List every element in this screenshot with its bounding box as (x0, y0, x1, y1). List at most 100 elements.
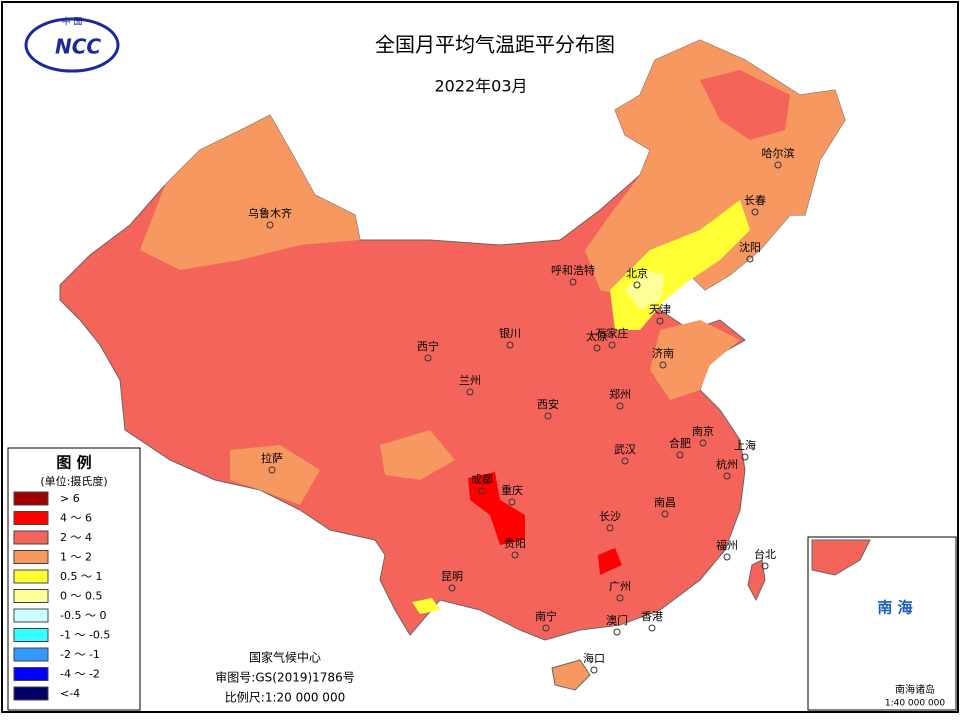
legend: 图 例 (单位:摄氏度) > 6 4 ～ 6 2 ～ 4 1 ～ 2 0.5 ～ 1 0 … (7, 447, 141, 711)
city-marker (508, 498, 516, 506)
legend-swatch (13, 628, 49, 642)
city-label: 长春 (744, 194, 766, 207)
city-marker (608, 341, 616, 349)
legend-label: 4 ～ 6 (60, 512, 92, 525)
city-label: 石家庄 (596, 326, 629, 340)
city-label: 合肥 (669, 436, 691, 450)
city-label: 澳门 (606, 613, 628, 627)
city-label: 沈阳 (739, 240, 761, 254)
city-label: 海口 (583, 651, 605, 665)
city-marker (616, 594, 624, 602)
city-marker (606, 524, 614, 532)
city-label: 杭州 (716, 457, 738, 471)
legend-swatch (13, 667, 49, 681)
yellow-yunnan (412, 598, 440, 614)
city-marker (746, 255, 754, 263)
city-marker (723, 472, 731, 480)
legend-label: 0.5 ～ 1 (60, 570, 103, 583)
legend-unit: (单位:摄氏度) (40, 474, 107, 488)
city-label: 银川 (499, 326, 521, 340)
orange-xinjiang (140, 115, 360, 270)
city-marker (774, 161, 782, 169)
inset-land (811, 539, 871, 576)
legend-label: -4 ～ -2 (60, 668, 100, 681)
inset-title: 南 海 (877, 599, 912, 617)
city-marker (659, 361, 667, 369)
city-label: 拉萨 (261, 451, 283, 465)
city-marker (699, 439, 707, 447)
logo-country: 中 国 (62, 16, 83, 28)
city-label: 济南 (652, 346, 674, 360)
city-marker (511, 551, 519, 559)
city-label: 昆明 (441, 570, 463, 583)
city-label: 郑州 (609, 387, 631, 401)
city-marker (424, 354, 432, 362)
taiwan (747, 559, 766, 602)
logo-ring (24, 17, 120, 73)
logo-text: NCC (55, 35, 101, 59)
city-marker (656, 317, 664, 325)
city-label: 兰州 (459, 374, 481, 387)
logo: 中 国 NCC (24, 16, 120, 73)
city-marker (506, 341, 514, 349)
city-label: 南宁 (535, 609, 557, 623)
legend-label: 0 ～ 0.5 (60, 590, 103, 603)
city-marker (593, 344, 601, 352)
orange-tibet (230, 445, 320, 505)
city-marker (266, 221, 274, 229)
red-northeast (700, 70, 790, 140)
city-marker (661, 510, 669, 518)
city-label: 南京 (692, 424, 714, 438)
inset-scale: 1:40 000 000 (885, 699, 946, 709)
legend-swatch (13, 686, 49, 701)
city-marker (466, 388, 474, 396)
city-marker (569, 278, 577, 286)
legend-swatch (13, 569, 49, 584)
city-label: 武汉 (614, 443, 636, 456)
red-guangdong (598, 548, 622, 575)
city-label: 哈尔滨 (762, 146, 795, 160)
city-marker (761, 562, 769, 570)
legend-label: -1 ～ -0.5 (60, 629, 110, 642)
city-label: 成都 (471, 473, 493, 486)
pale-yellow (625, 270, 665, 310)
city-marker (478, 487, 486, 495)
city-marker (542, 624, 550, 632)
city-label: 西安 (537, 397, 559, 411)
legend-label: <-4 (60, 687, 80, 700)
city-marker (648, 624, 656, 632)
footer-org: 国家气候中心 (249, 650, 321, 665)
legend-label: -2 ～ -1 (60, 648, 100, 661)
legend-swatch (13, 647, 49, 662)
orange-east (650, 320, 740, 400)
city-marker (590, 666, 598, 674)
city-label: 重庆 (501, 483, 523, 497)
footer-scale: 比例尺:1:20 000 000 (225, 691, 345, 705)
city-label: 长沙 (599, 510, 621, 523)
city-label: 呼和浩特 (551, 263, 595, 277)
city-label: 台北 (754, 547, 776, 561)
city-label: 南昌 (654, 496, 676, 509)
inset-caption: 南海诸岛 (895, 683, 935, 696)
city-marker (741, 453, 749, 461)
subtitle: 2022年03月 (434, 77, 527, 96)
city-label: 西宁 (417, 339, 439, 353)
legend-swatch (13, 589, 49, 603)
city-label: 天津 (649, 303, 671, 316)
title: 全国月平均气温距平分布图 (375, 33, 615, 57)
city-label: 贵阳 (504, 537, 526, 550)
city-marker (633, 281, 641, 289)
legend-label: 2 ～ 4 (60, 531, 92, 544)
city-marker (448, 584, 456, 592)
footer-approval: 审图号:GS(2019)1786号 (215, 670, 354, 685)
legend-label: 1 ～ 2 (60, 551, 92, 564)
city-label: 广州 (609, 580, 631, 593)
legend-swatch (13, 530, 49, 545)
inset: 南 海 南海诸岛 1:40 000 000 (807, 536, 957, 711)
city-label: 北京 (626, 266, 648, 280)
city-label: 乌鲁木齐 (248, 206, 292, 220)
city-label: 香港 (641, 610, 663, 623)
legend-title: 图 例 (56, 454, 91, 472)
